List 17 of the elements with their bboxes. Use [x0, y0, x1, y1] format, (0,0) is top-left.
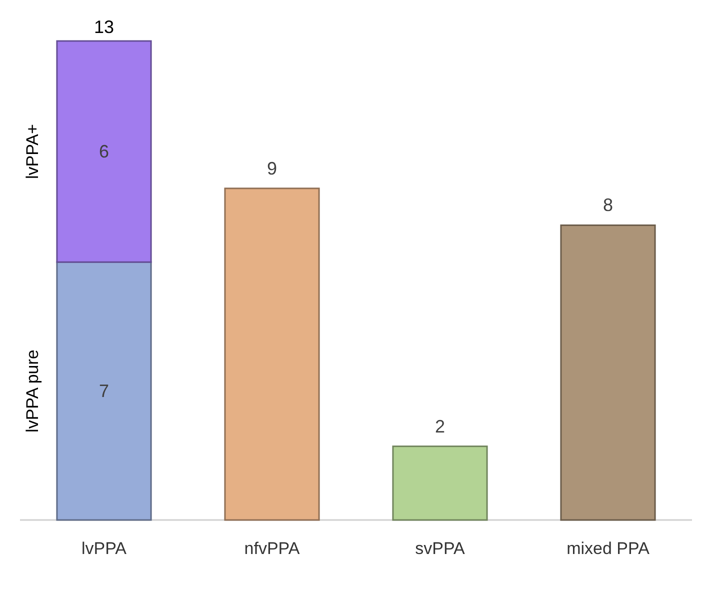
total-label: 13: [94, 17, 114, 37]
bar: [560, 224, 656, 521]
x-tick-label: svPPA: [415, 539, 466, 558]
data-label: 6: [98, 142, 110, 162]
data-label: 2: [434, 416, 446, 436]
bar: [224, 188, 320, 521]
x-tick-label: lvPPA: [81, 539, 128, 558]
bar: [56, 40, 152, 263]
text: lvPPA pure: [23, 350, 42, 432]
text: lvPPA+: [23, 124, 42, 180]
data-label: 7: [98, 381, 110, 402]
bar: [392, 446, 488, 521]
data-label: 8: [602, 195, 614, 216]
x-tick-label: mixed PPA: [566, 539, 650, 558]
bar: [56, 261, 152, 521]
x-tick-label: nfvPPA: [244, 539, 300, 558]
data-label: 9: [266, 158, 278, 178]
